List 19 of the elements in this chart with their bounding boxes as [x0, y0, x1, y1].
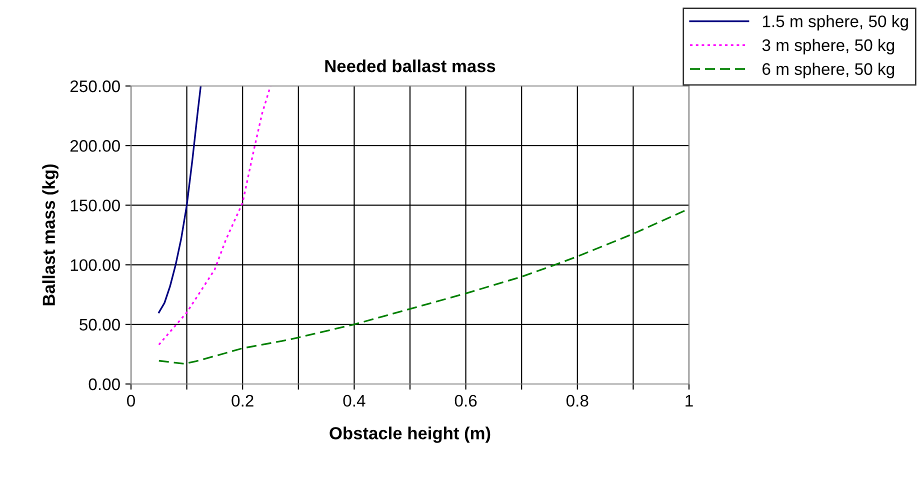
y-axis-title: Ballast mass (kg) — [42, 164, 58, 306]
y-tick-label: 0.00 — [88, 378, 120, 390]
y-tick-label: 200.00 — [70, 140, 120, 152]
x-tick-label: 0 — [127, 394, 135, 407]
y-tick-label: 50.00 — [80, 318, 120, 331]
x-tick-label: 0.2 — [232, 394, 254, 407]
x-axis-title: Obstacle height (m) — [330, 426, 490, 443]
chart-title: Needed ballast mass — [325, 60, 496, 72]
legend-label: 6 m sphere, 50 kg — [762, 62, 894, 78]
y-tick-label: 100.00 — [70, 259, 120, 272]
x-tick-label: 0.8 — [566, 394, 588, 407]
y-tick-label: 250.00 — [70, 80, 120, 92]
x-tick-label: 1 — [686, 395, 693, 406]
legend-label: 3 m sphere, 50 kg — [762, 38, 894, 54]
x-tick-label: 0.6 — [454, 394, 477, 407]
y-tick-label: 150.00 — [70, 200, 120, 212]
legend-label: 1.5 m sphere, 50 kg — [762, 15, 908, 31]
line-series — [158, 86, 202, 314]
x-tick-label: 0.4 — [343, 394, 366, 407]
